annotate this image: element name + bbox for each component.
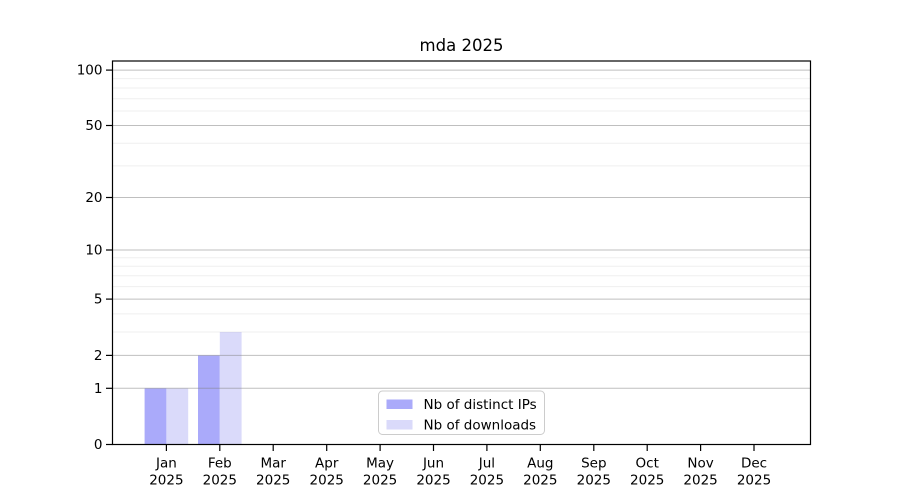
x-tick-label-year: 2025	[256, 473, 290, 489]
x-tick-label-year: 2025	[203, 473, 237, 489]
x-tick-label-year: 2025	[630, 473, 664, 489]
y-tick-label: 5	[94, 292, 103, 308]
y-tick-label: 10	[85, 243, 102, 259]
legend-box	[378, 390, 545, 435]
x-tick-label-month: Jul	[478, 456, 495, 472]
x-tick-label-year: 2025	[363, 473, 397, 489]
x-tick-label-month: Feb	[208, 456, 232, 472]
bar-distinct-ips-feb	[198, 355, 220, 445]
x-tick-label-month: Mar	[260, 456, 286, 472]
y-tick-label: 100	[77, 63, 103, 79]
x-tick-label-month: May	[366, 456, 394, 472]
y-tick-label: 50	[85, 118, 102, 134]
x-tick-label-month: Apr	[315, 456, 339, 472]
x-tick-label-month: Nov	[687, 456, 713, 472]
x-tick-label-month: Jan	[155, 456, 177, 472]
y-tick-label: 2	[94, 348, 103, 364]
x-tick-label-year: 2025	[683, 473, 717, 489]
x-tick-label-month: Sep	[581, 456, 606, 472]
y-tick-label: 20	[85, 190, 102, 206]
x-tick-label-month: Jun	[422, 456, 444, 472]
x-tick-label-year: 2025	[416, 473, 450, 489]
x-tick-label-year: 2025	[149, 473, 183, 489]
x-tick-label-year: 2025	[737, 473, 771, 489]
bar-downloads-jan	[166, 388, 189, 445]
x-tick-label-month: Dec	[741, 456, 767, 472]
legend-swatch-distinct-ips	[386, 399, 413, 409]
bar-distinct-ips-jan	[144, 388, 167, 445]
plot-border	[111, 60, 812, 446]
legend-swatch-downloads	[386, 420, 413, 430]
chart-title: mda 2025	[420, 36, 504, 55]
x-tick-label-month: Oct	[636, 456, 659, 472]
legend-label-distinct-ips: Nb of distinct IPs	[424, 397, 537, 413]
axis-layer: 0125102050100Jan2025Feb2025Mar2025Apr202…	[77, 63, 771, 489]
x-tick-label-year: 2025	[310, 473, 344, 489]
grid-layer	[112, 69, 811, 389]
legend-label-downloads: Nb of downloads	[424, 418, 537, 434]
x-tick-label-year: 2025	[577, 473, 611, 489]
x-tick-label-year: 2025	[470, 473, 504, 489]
legend: Nb of distinct IPs Nb of downloads	[378, 390, 545, 435]
x-tick-label-year: 2025	[523, 473, 557, 489]
x-tick-label-month: Aug	[527, 456, 553, 472]
y-tick-label: 0	[94, 437, 103, 453]
y-tick-label: 1	[94, 381, 103, 397]
